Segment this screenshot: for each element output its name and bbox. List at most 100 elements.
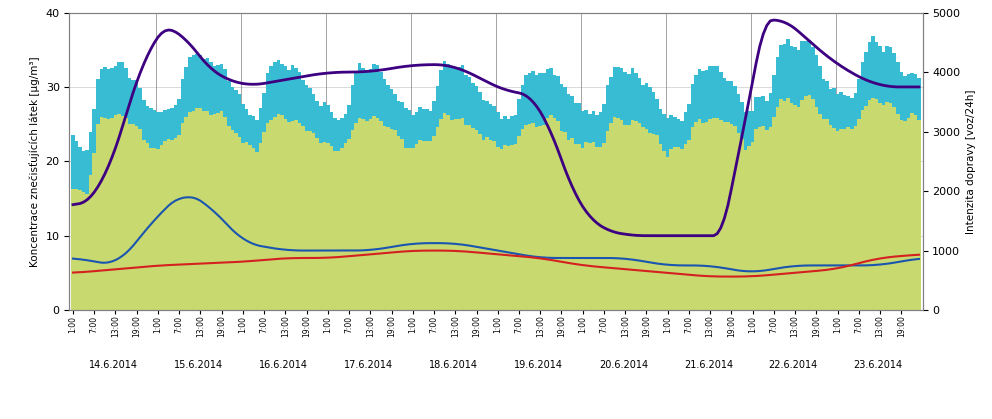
Bar	[386, 85, 390, 127]
Bar	[351, 85, 354, 130]
Bar	[270, 66, 273, 120]
Bar	[507, 146, 510, 310]
Bar	[517, 136, 521, 310]
Bar	[903, 121, 907, 310]
Bar	[185, 117, 188, 310]
Bar	[213, 66, 216, 114]
Bar	[209, 62, 213, 114]
Bar	[178, 135, 181, 310]
Bar	[733, 85, 737, 126]
Bar	[875, 42, 878, 99]
Bar	[372, 64, 376, 116]
Bar	[744, 112, 747, 150]
Bar	[248, 115, 252, 145]
Bar	[205, 111, 209, 310]
Bar	[460, 65, 464, 117]
Bar	[121, 116, 124, 310]
Bar	[457, 67, 460, 119]
Bar	[853, 127, 857, 310]
Bar	[478, 93, 482, 134]
Bar	[814, 108, 818, 310]
Bar	[99, 68, 103, 117]
Bar	[893, 107, 896, 310]
Bar	[886, 46, 889, 102]
Bar	[135, 126, 139, 310]
Bar	[889, 47, 893, 103]
Bar	[386, 127, 390, 310]
Bar	[681, 150, 683, 310]
Bar	[722, 78, 726, 122]
Bar	[546, 118, 550, 310]
Bar	[602, 104, 606, 142]
Bar	[769, 93, 772, 127]
Bar	[131, 124, 135, 310]
Bar	[227, 81, 230, 126]
Bar	[510, 116, 514, 145]
Bar	[195, 54, 198, 108]
Bar	[369, 69, 372, 119]
Bar	[836, 131, 839, 310]
Bar	[918, 119, 921, 310]
Bar	[354, 123, 358, 310]
Bar	[198, 108, 202, 310]
Bar	[591, 111, 595, 142]
Bar	[697, 69, 701, 119]
Bar	[818, 66, 821, 114]
Bar	[322, 102, 326, 142]
Bar	[85, 150, 89, 194]
Bar	[737, 94, 740, 133]
Bar	[591, 142, 595, 310]
Bar	[666, 119, 670, 157]
Bar	[825, 81, 828, 119]
Bar	[566, 94, 570, 140]
Bar	[914, 74, 918, 116]
Bar	[570, 137, 574, 310]
Bar	[705, 122, 708, 310]
Bar	[128, 124, 131, 310]
Bar	[631, 68, 634, 120]
Bar	[149, 148, 153, 310]
Bar	[287, 70, 291, 122]
Bar	[202, 111, 205, 310]
Bar	[202, 59, 205, 111]
Bar	[81, 151, 85, 192]
Bar	[295, 68, 298, 120]
Bar	[128, 78, 131, 124]
Bar	[394, 130, 397, 310]
Text: 22.6.2014: 22.6.2014	[769, 360, 818, 370]
Bar	[911, 73, 914, 113]
Text: 15.6.2014: 15.6.2014	[174, 360, 223, 370]
Text: 20.6.2014: 20.6.2014	[599, 360, 648, 370]
Bar	[577, 103, 581, 144]
Bar	[146, 106, 149, 143]
Bar	[584, 142, 588, 310]
Bar	[418, 140, 422, 310]
Bar	[719, 120, 722, 310]
Bar	[209, 114, 213, 310]
Bar	[609, 77, 613, 123]
Bar	[861, 110, 864, 310]
Bar	[500, 149, 503, 310]
Bar	[110, 68, 114, 118]
Bar	[230, 87, 234, 130]
Bar	[167, 139, 171, 310]
Bar	[305, 131, 309, 310]
Bar	[514, 115, 517, 144]
Bar	[677, 119, 681, 147]
Bar	[779, 44, 783, 99]
Text: 14.6.2014: 14.6.2014	[89, 360, 138, 370]
Bar	[853, 93, 857, 127]
Bar	[832, 88, 836, 128]
Bar	[245, 142, 248, 310]
Bar	[542, 125, 546, 310]
Bar	[744, 150, 747, 310]
Bar	[435, 127, 439, 310]
Bar	[365, 121, 369, 310]
Bar	[801, 41, 804, 100]
Bar	[315, 137, 319, 310]
Bar	[694, 75, 697, 122]
Bar	[656, 99, 659, 135]
Bar	[358, 62, 361, 118]
Bar	[588, 143, 591, 310]
Bar	[740, 102, 744, 139]
